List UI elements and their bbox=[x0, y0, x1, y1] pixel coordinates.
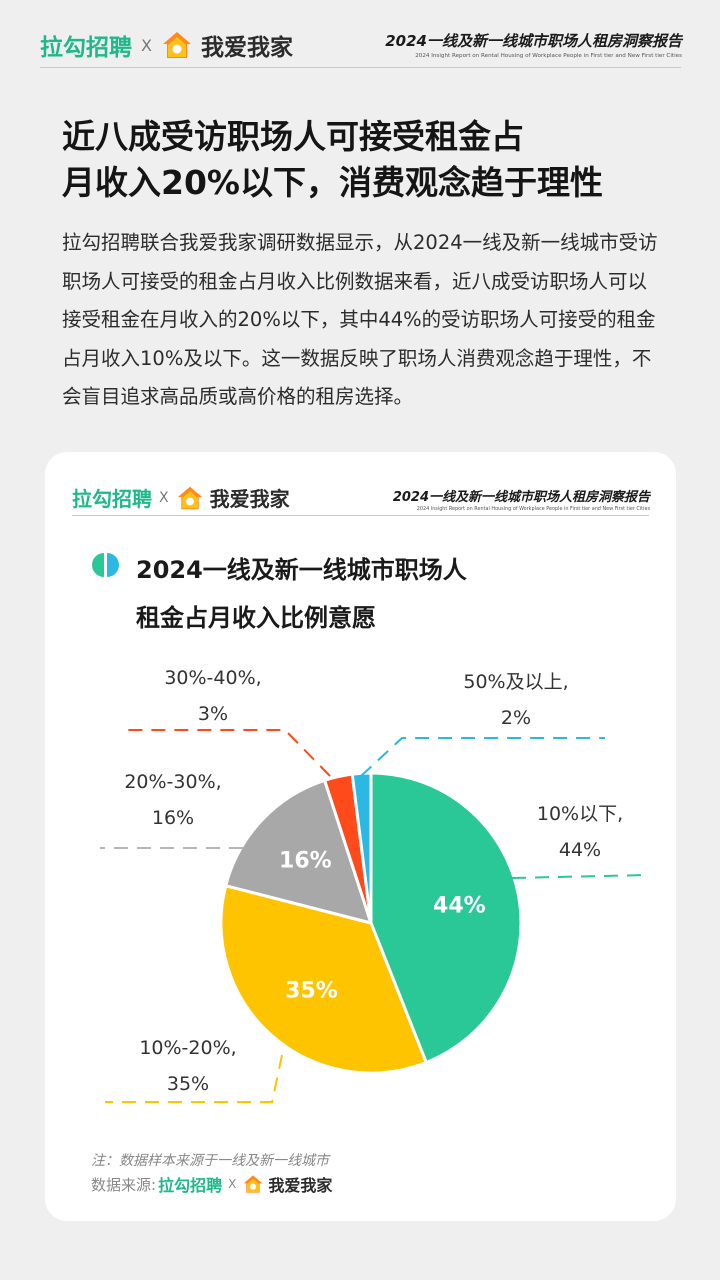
pie-outer-label-3: 30%-40%, 3% bbox=[163, 660, 263, 732]
source-house-logo-icon bbox=[243, 1175, 263, 1193]
pie-outer-label-name-2: 20%-30%, bbox=[124, 771, 222, 793]
chart-title: 2024一线及新一线城市职场人 租金占月收入比例意愿 bbox=[91, 546, 467, 642]
pie-outer-label-value-1: 35% bbox=[166, 1073, 210, 1095]
pie-leader-line-1 bbox=[105, 1054, 283, 1103]
footnote: 注：数据样本来源于一线及新一线城市 bbox=[91, 1153, 329, 1169]
source-label: 数据来源: bbox=[91, 1175, 157, 1194]
pie-outer-label-value-0: 44% bbox=[558, 839, 602, 861]
card-house-logo-icon bbox=[177, 486, 202, 509]
pie-slice-4 bbox=[350, 771, 373, 924]
source-separator: X bbox=[228, 1177, 237, 1191]
chart-title-line-1: 2024一线及新一线城市职场人 bbox=[136, 556, 467, 584]
report-title-block: 2024一线及新一线城市职场人租房洞察报告 2024 Insight Repor… bbox=[385, 30, 682, 59]
pie-outer-label-2: 20%-30%, 16% bbox=[123, 764, 223, 836]
woaiwojia-logo: 我爱我家 bbox=[200, 35, 293, 61]
report-title: 2024一线及新一线城市职场人租房洞察报告 bbox=[385, 32, 682, 50]
data-source: 数据来源: 拉勾招聘 X 我爱我家 bbox=[91, 1172, 332, 1196]
pie-leader-line-0 bbox=[511, 874, 649, 879]
card-lagou-logo: 拉勾招聘 bbox=[72, 487, 152, 511]
page-headline: 近八成受访职场人可接受租金占 月收入20%以下，消费观念趋于理性 bbox=[62, 114, 682, 206]
brand-lockup: 拉勾招聘 X 我爱我家 bbox=[40, 28, 293, 62]
card-brand-separator: X bbox=[159, 489, 169, 506]
pie-outer-label-4: 50%及以上, 2% bbox=[456, 664, 576, 736]
pie-outer-label-name-0: 10%以下, bbox=[536, 803, 624, 825]
lagou-logo: 拉勾招聘 bbox=[40, 35, 132, 61]
headline-line-2: 月收入20%以下，消费观念趋于理性 bbox=[62, 163, 603, 202]
card-report-title: 2024一线及新一线城市职场人租房洞察报告 bbox=[392, 490, 650, 505]
card-report-title-block: 2024一线及新一线城市职场人租房洞察报告 2024 Insight Repor… bbox=[393, 486, 650, 512]
pie-slice-inner-label-1: 35% bbox=[285, 978, 338, 1003]
pie-slice-inner-label-2: 16% bbox=[279, 848, 332, 874]
pie-outer-label-0: 10%以下, 44% bbox=[530, 796, 630, 868]
page-header: 拉勾招聘 X 我爱我家 2024一线及新一线城市职场人租房洞察报告 2024 I… bbox=[0, 0, 720, 70]
pie-slice-inner-label-0: 44% bbox=[433, 893, 486, 919]
card-report-subtitle: 2024 Insight Report on Rental Housing of… bbox=[416, 506, 650, 512]
pie-slice-0 bbox=[369, 771, 523, 1065]
pie-outer-label-name-3: 30%-40%, bbox=[164, 667, 262, 689]
header-divider bbox=[40, 67, 681, 68]
pie-outer-label-1: 10%-20%, 35% bbox=[138, 1030, 238, 1102]
card-brand-lockup: 拉勾招聘 X 我爱我家 bbox=[72, 483, 290, 512]
house-logo-icon bbox=[162, 32, 191, 58]
source-lagou-logo: 拉勾招聘 bbox=[158, 1176, 223, 1195]
pie-outer-label-name-4: 50%及以上, bbox=[463, 671, 569, 693]
chart-title-line-2: 租金占月收入比例意愿 bbox=[136, 604, 376, 632]
card-header-divider bbox=[72, 515, 649, 516]
report-subtitle: 2024 Insight Report on Rental Housing of… bbox=[415, 53, 682, 59]
pie-outer-label-name-1: 10%-20%, bbox=[139, 1037, 237, 1059]
source-woaiwojia-logo: 我爱我家 bbox=[268, 1176, 333, 1195]
pie-leader-line-4 bbox=[360, 737, 605, 777]
pie-outer-label-value-3: 3% bbox=[197, 703, 229, 725]
pie-outer-label-value-2: 16% bbox=[151, 807, 195, 829]
body-paragraph: 拉勾招聘联合我爱我家调研数据显示，从2024一线及新一线城市受访职场人可接受的租… bbox=[62, 231, 658, 408]
brand-separator: X bbox=[141, 35, 152, 55]
headline-line-1: 近八成受访职场人可接受租金占 bbox=[62, 117, 524, 156]
pie-leader-line-3 bbox=[120, 729, 331, 777]
pie-outer-label-value-4: 2% bbox=[500, 707, 532, 729]
pie-slice-1 bbox=[219, 883, 429, 1075]
chart-title-icon bbox=[92, 553, 119, 577]
card-woaiwojia-logo: 我爱我家 bbox=[209, 487, 290, 511]
